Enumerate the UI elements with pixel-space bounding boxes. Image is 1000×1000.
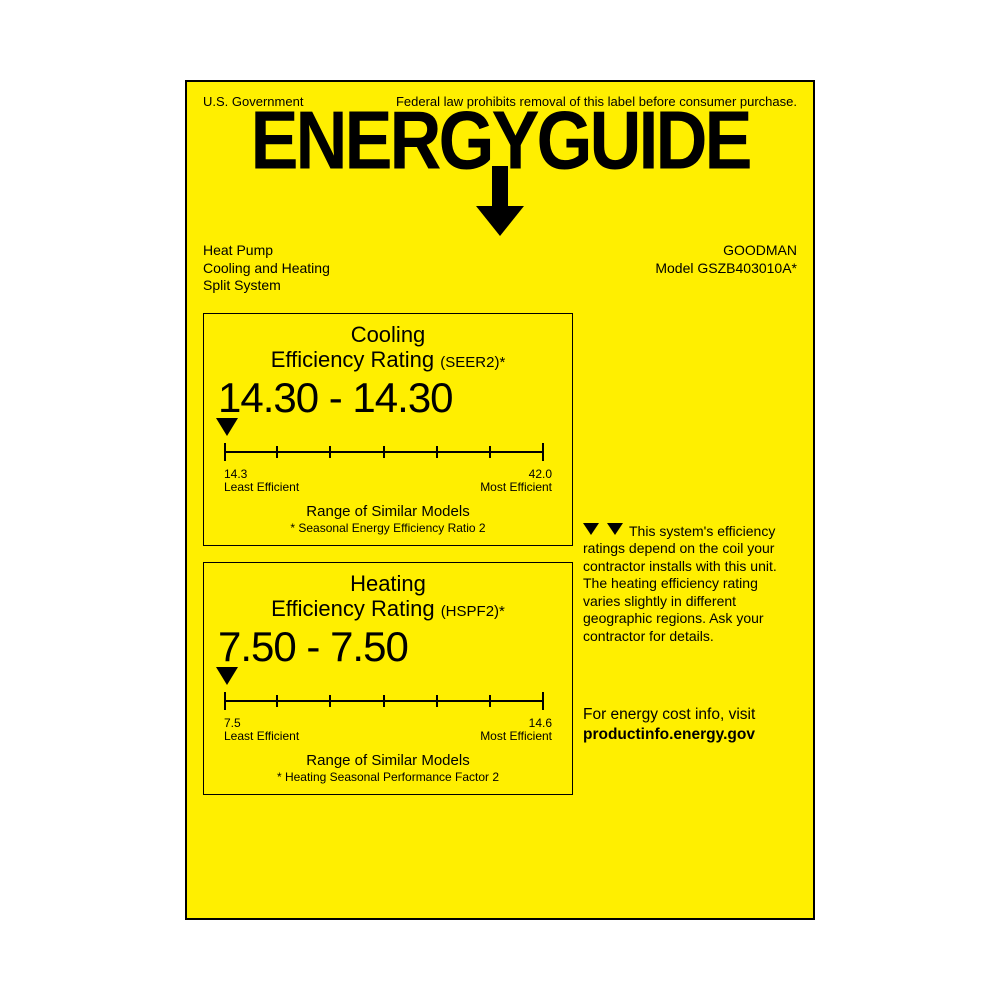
heating-subtitle: Efficiency Rating: [271, 596, 434, 621]
cooling-max-block: 42.0 Most Efficient: [480, 468, 552, 494]
cooling-value: 14.30 - 14.30: [218, 374, 558, 422]
heating-least: Least Efficient: [224, 730, 299, 743]
cost-info: For energy cost info, visit productinfo.…: [583, 705, 793, 744]
cost-line1: For energy cost info, visit: [583, 705, 793, 724]
cooling-min-block: 14.3 Least Efficient: [224, 468, 299, 494]
cooling-title: Cooling: [218, 322, 558, 347]
product-line1: Heat Pump: [203, 242, 330, 260]
heating-box: Heating Efficiency Rating (HSPF2)* 7.50 …: [203, 562, 573, 795]
heating-title-block: Heating Efficiency Rating (HSPF2)*: [218, 571, 558, 622]
cooling-scale: 14.3 Least Efficient 42.0 Most Efficient: [224, 443, 552, 494]
cooling-footnote: * Seasonal Energy Efficiency Ratio 2: [218, 521, 558, 535]
product-line2: Cooling and Heating: [203, 260, 330, 278]
cooling-range: Range of Similar Models: [218, 503, 558, 520]
brand: GOODMAN: [655, 242, 797, 260]
product-line3: Split System: [203, 277, 330, 295]
side-note-text: This system's efficiency ratings depend …: [583, 523, 777, 644]
heating-subtitle-row: Efficiency Rating (HSPF2)*: [218, 596, 558, 621]
cooling-metric: (SEER2)*: [440, 354, 505, 371]
cooling-most: Most Efficient: [480, 481, 552, 494]
heating-scale-labels: 7.5 Least Efficient 14.6 Most Efficient: [224, 717, 552, 743]
product-info-row: Heat Pump Cooling and Heating Split Syst…: [203, 242, 797, 295]
side-note: This system's efficiency ratings depend …: [583, 523, 793, 646]
main-area: Cooling Efficiency Rating (SEER2)* 14.30…: [203, 313, 797, 811]
cooling-subtitle-row: Efficiency Rating (SEER2)*: [218, 347, 558, 372]
cooling-pointer-icon: [216, 418, 238, 436]
model: Model GSZB403010A*: [655, 260, 797, 278]
cooling-scale-labels: 14.3 Least Efficient 42.0 Most Efficient: [224, 468, 552, 494]
cooling-subtitle: Efficiency Rating: [271, 347, 434, 372]
cooling-least: Least Efficient: [224, 481, 299, 494]
heating-max-block: 14.6 Most Efficient: [480, 717, 552, 743]
product-left: Heat Pump Cooling and Heating Split Syst…: [203, 242, 330, 295]
logo: ENERGYGUIDE: [203, 111, 797, 238]
product-right: GOODMAN Model GSZB403010A*: [655, 242, 797, 295]
heating-range: Range of Similar Models: [218, 752, 558, 769]
side-column: This system's efficiency ratings depend …: [583, 313, 793, 811]
heating-value: 7.50 - 7.50: [218, 623, 558, 671]
heating-scale-svg: [224, 692, 544, 710]
cooling-title-block: Cooling Efficiency Rating (SEER2)*: [218, 322, 558, 373]
cooling-box: Cooling Efficiency Rating (SEER2)* 14.30…: [203, 313, 573, 546]
rating-boxes: Cooling Efficiency Rating (SEER2)* 14.30…: [203, 313, 573, 811]
heating-footnote: * Heating Seasonal Performance Factor 2: [218, 770, 558, 784]
heating-title: Heating: [218, 571, 558, 596]
heating-min-block: 7.5 Least Efficient: [224, 717, 299, 743]
logo-right: GUIDE: [537, 95, 750, 187]
heating-pointer-icon: [216, 667, 238, 685]
logo-left: ENERGY: [250, 95, 536, 187]
range-markers-icon: [583, 523, 623, 535]
heating-scale: 7.5 Least Efficient 14.6 Most Efficient: [224, 692, 552, 743]
cooling-scale-svg: [224, 443, 544, 461]
cost-url: productinfo.energy.gov: [583, 725, 793, 744]
heating-metric: (HSPF2)*: [441, 603, 505, 620]
energyguide-label: U.S. Government Federal law prohibits re…: [185, 80, 815, 920]
heating-most: Most Efficient: [480, 730, 552, 743]
